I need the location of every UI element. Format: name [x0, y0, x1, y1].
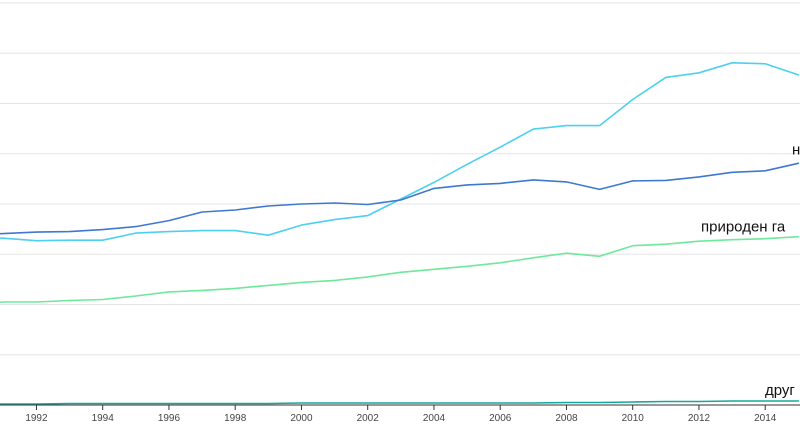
- x-tick-label: 2010: [622, 413, 645, 424]
- x-tick-label: 1996: [158, 413, 181, 424]
- x-tick-label: 2012: [688, 413, 711, 424]
- x-tick-label: 1992: [25, 413, 48, 424]
- series-label-2: н: [792, 141, 800, 158]
- x-tick-label: 1998: [224, 413, 247, 424]
- x-tick-label: 2004: [423, 413, 446, 424]
- x-tick-label: 2014: [754, 413, 777, 424]
- series-line-3: [0, 235, 800, 304]
- x-tick-label: 2002: [357, 413, 380, 424]
- series-line-2: [0, 162, 800, 235]
- series-labels: н природен га друг: [701, 141, 800, 399]
- x-tick-label: 2008: [555, 413, 578, 424]
- series-line-4: [0, 400, 800, 405]
- x-tick-label: 2000: [290, 413, 313, 424]
- series-line-1: [0, 61, 800, 242]
- series-label-4: друг: [765, 382, 795, 399]
- series-label-3: природен га: [701, 219, 786, 236]
- gridlines: [0, 2, 800, 356]
- series-lines: [0, 61, 800, 405]
- x-axis: 1992 1994 1996 1998 2000 2002 2004 2006 2008 2010…: [0, 404, 800, 424]
- x-tick-label: 2006: [489, 413, 512, 424]
- x-tick-label: 1994: [92, 413, 115, 424]
